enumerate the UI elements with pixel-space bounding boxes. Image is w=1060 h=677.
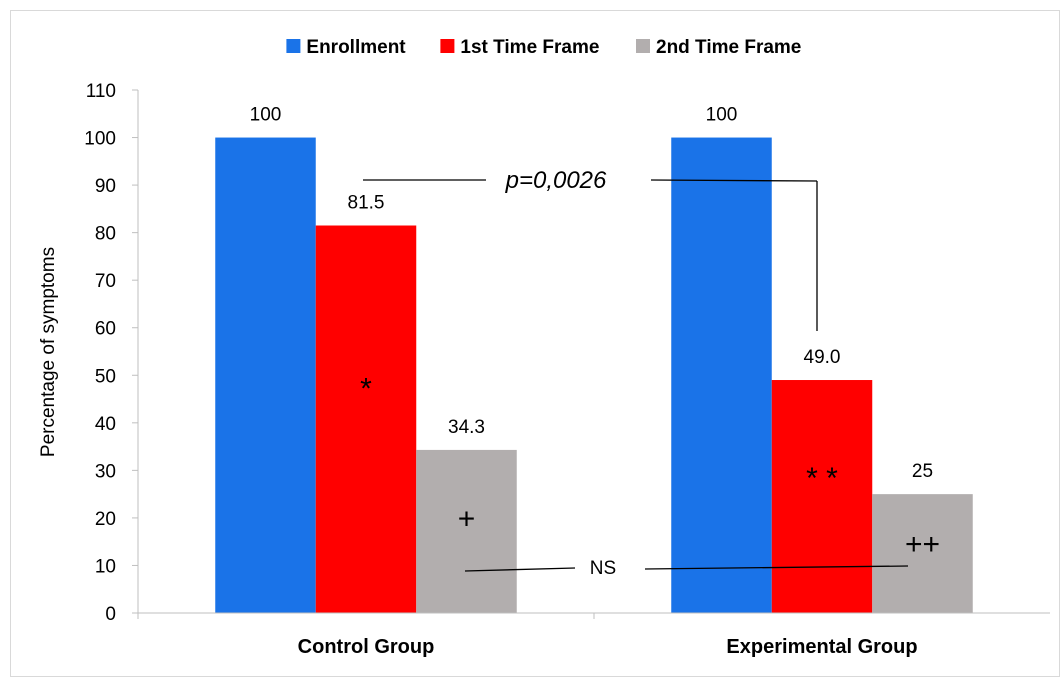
legend-swatch: [440, 39, 455, 53]
significance-marker: +: [458, 502, 476, 535]
legend-label: 2nd Time Frame: [656, 37, 801, 58]
data-labels: 100 81.5 34.3 100 49.0 25: [250, 105, 933, 483]
bar: [771, 380, 873, 613]
y-tick-label: 60: [95, 319, 116, 340]
y-tick-label: 10: [95, 556, 116, 577]
legend-label: Enrollment: [306, 37, 406, 58]
bars: [215, 137, 973, 613]
legend: Enrollment 1st Time Frame 2nd Time Frame: [286, 37, 801, 58]
significance-marker: *: [360, 372, 372, 405]
data-label: 81.5: [348, 193, 385, 214]
significance-markers: * + * * ++: [360, 372, 940, 561]
y-tick-label: 90: [95, 176, 116, 197]
ns-bracket: NS: [464, 558, 909, 579]
ns-line-left: [464, 567, 576, 572]
significance-marker: ++: [905, 528, 940, 561]
legend-swatch: [636, 39, 650, 53]
y-tick-label: 70: [95, 271, 116, 292]
y-tick-label: 30: [95, 461, 116, 482]
ns-text: NS: [590, 558, 616, 579]
y-tick-label: 40: [95, 414, 116, 435]
bar: [215, 137, 316, 613]
y-tick-label: 80: [95, 224, 116, 245]
y-tick-label: 50: [95, 366, 116, 387]
data-label: 49.0: [804, 347, 841, 368]
ns-line-right: [644, 565, 909, 570]
data-label: 100: [706, 105, 738, 126]
data-label: 25: [912, 461, 933, 482]
bar: [671, 137, 772, 613]
y-axis-ticks: 0 10 20 30 40 50 60 70 80 90 100 110: [84, 81, 138, 625]
significance-marker: * *: [806, 462, 838, 495]
y-tick-label: 100: [84, 129, 116, 150]
category-label: Experimental Group: [726, 636, 917, 658]
y-axis-label: Percentage of symptoms: [38, 247, 59, 457]
data-label: 100: [250, 105, 282, 126]
bar: [315, 225, 417, 613]
data-label: 34.3: [448, 417, 485, 438]
legend-label: 1st Time Frame: [460, 37, 599, 58]
category-label: Control Group: [298, 636, 435, 658]
y-tick-label: 20: [95, 509, 116, 530]
category-labels: Control Group Experimental Group: [298, 636, 918, 658]
bar: [416, 449, 517, 613]
legend-swatch: [286, 39, 301, 53]
y-tick-label: 0: [105, 604, 116, 625]
x-axis: [137, 90, 1050, 619]
pvalue-line-right: [650, 179, 818, 182]
pvalue-text: p=0,0026: [505, 167, 607, 194]
bar: [872, 494, 973, 613]
pvalue-bracket: p=0,0026: [363, 167, 818, 331]
y-tick-label: 110: [86, 81, 116, 102]
